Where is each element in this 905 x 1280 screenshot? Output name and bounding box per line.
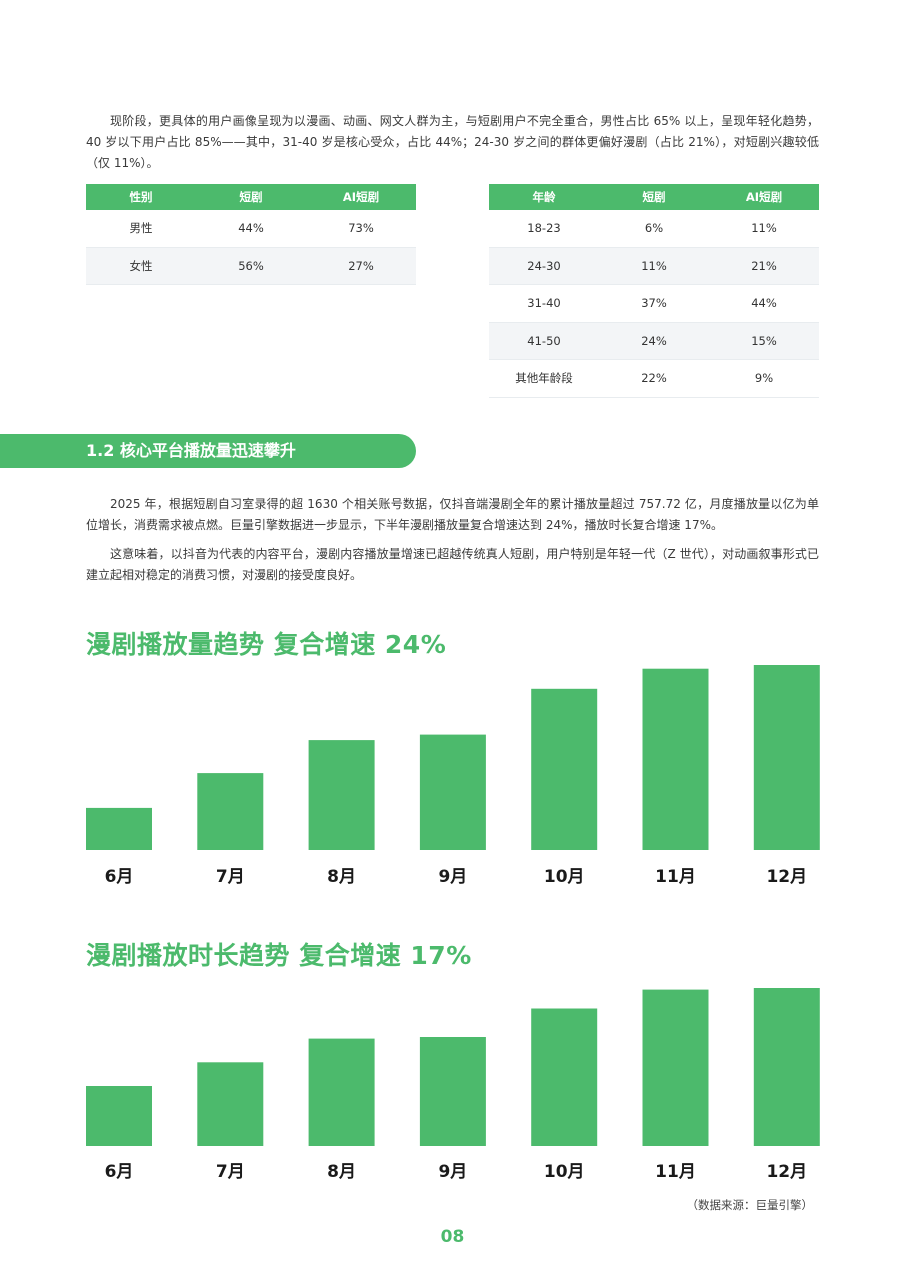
intro-paragraph: 现阶段，更具体的用户画像呈现为以漫画、动画、网文人群为主，与短剧用户不完全重合，… — [86, 114, 819, 170]
table-cell: 15% — [709, 322, 819, 360]
x-tick-label: 10月 — [544, 1162, 585, 1182]
bar-7月 — [197, 1062, 264, 1146]
bar-8月 — [308, 1038, 375, 1146]
page-number: 08 — [440, 1227, 465, 1247]
x-tick-label: 9月 — [438, 867, 467, 887]
section-title: 1.2 核心平台播放量迅速攀升 — [86, 441, 296, 460]
x-tick-label: 8月 — [327, 867, 356, 887]
table-cell: 24% — [599, 322, 709, 360]
bar-6月 — [86, 1086, 152, 1146]
x-tick-label: 6月 — [105, 1162, 134, 1182]
bar-8月 — [308, 740, 375, 850]
bar-12月 — [753, 988, 820, 1146]
bar-12月 — [753, 665, 820, 850]
bar-11月 — [642, 989, 709, 1146]
body-paragraph-2: 这意味着，以抖音为代表的内容平台，漫剧内容播放量增速已超越传统真人短剧，用户特别… — [86, 547, 819, 582]
table-row: 24-30 11% 21% — [489, 247, 819, 285]
table-cell: 6% — [599, 210, 709, 248]
bar-9月 — [419, 734, 486, 850]
gender-header-short-drama: 短剧 — [196, 184, 306, 210]
table-cell: 27% — [306, 247, 416, 285]
bar-6月 — [86, 807, 152, 850]
table-cell: 9% — [709, 359, 819, 398]
table-row: 31-40 37% 44% — [489, 284, 819, 323]
table-cell: 37% — [599, 284, 709, 323]
table-cell: 18-23 — [489, 210, 599, 248]
table-cell: 24-30 — [489, 247, 599, 285]
x-tick-label: 7月 — [216, 1162, 245, 1182]
x-tick-label: 12月 — [766, 867, 807, 887]
bar-7月 — [197, 773, 264, 850]
table-cell: 73% — [306, 210, 416, 248]
table-cell: 11% — [599, 247, 709, 285]
x-tick-label: 6月 — [105, 867, 134, 887]
gender-header-category: 性别 — [86, 184, 196, 210]
x-tick-label: 11月 — [655, 1162, 696, 1182]
x-tick-label: 8月 — [327, 1162, 356, 1182]
bar-11月 — [642, 668, 709, 850]
table-cell: 女性 — [86, 247, 196, 285]
play-duration-bar-chart: 6月 7月 8月 9月 10月 11月 12月 — [86, 988, 820, 1182]
table-cell: 其他年龄段 — [489, 359, 599, 398]
table-row: 41-50 24% 15% — [489, 322, 819, 360]
x-tick-label: 7月 — [216, 867, 245, 887]
age-table: 年龄 短剧 AI短剧 18-23 6% 11% 24-30 11% 21% 31… — [489, 184, 819, 398]
table-cell: 男性 — [86, 210, 196, 248]
table-cell: 41-50 — [489, 322, 599, 360]
chart-title-play-count: 漫剧播放量趋势 复合增速 24% — [86, 630, 447, 659]
age-header-category: 年龄 — [489, 184, 599, 210]
table-row: 18-23 6% 11% — [489, 210, 819, 248]
age-header-ai-drama: AI短剧 — [709, 184, 819, 210]
table-row: 其他年龄段 22% 9% — [489, 359, 819, 398]
bar-9月 — [419, 1037, 486, 1146]
x-tick-label: 11月 — [655, 867, 696, 887]
table-cell: 56% — [196, 247, 306, 285]
data-source-note: （数据来源：巨量引擎） — [686, 1198, 814, 1212]
table-row: 男性 44% 73% — [86, 210, 416, 248]
table-cell: 44% — [709, 284, 819, 323]
table-cell: 11% — [709, 210, 819, 248]
section-header-bar: 1.2 核心平台播放量迅速攀升 — [0, 434, 416, 468]
age-header-short-drama: 短剧 — [599, 184, 709, 210]
table-cell: 44% — [196, 210, 306, 248]
x-tick-label: 10月 — [544, 867, 585, 887]
chart-title-play-duration: 漫剧播放时长趋势 复合增速 17% — [86, 941, 472, 970]
gender-table: 性别 短剧 AI短剧 男性 44% 73% 女性 56% 27% — [86, 184, 416, 285]
bar-10月 — [531, 688, 598, 850]
table-cell: 31-40 — [489, 284, 599, 323]
x-tick-label: 9月 — [438, 1162, 467, 1182]
table-cell: 22% — [599, 359, 709, 398]
bar-10月 — [531, 1008, 598, 1146]
play-count-bar-chart: 6月 7月 8月 9月 10月 11月 12月 — [86, 665, 820, 887]
gender-header-ai-drama: AI短剧 — [306, 184, 416, 210]
x-tick-label: 12月 — [766, 1162, 807, 1182]
body-paragraph-1: 2025 年，根据短剧自习室录得的超 1630 个相关账号数据，仅抖音端漫剧全年… — [86, 497, 819, 532]
table-row: 女性 56% 27% — [86, 247, 416, 285]
table-cell: 21% — [709, 247, 819, 285]
